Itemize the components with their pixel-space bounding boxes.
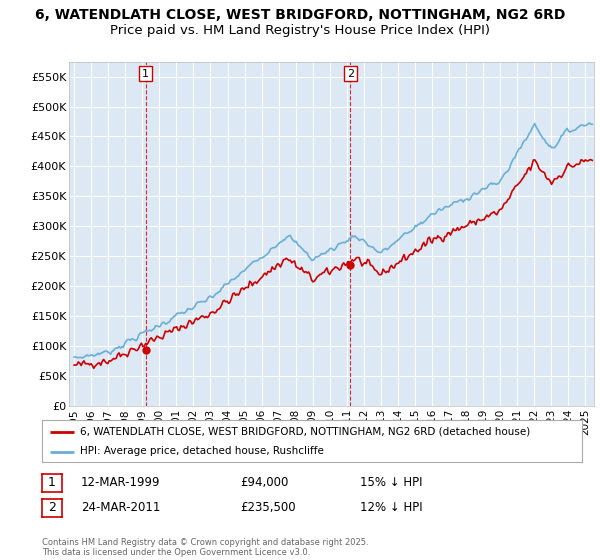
- Text: 6, WATENDLATH CLOSE, WEST BRIDGFORD, NOTTINGHAM, NG2 6RD (detached house): 6, WATENDLATH CLOSE, WEST BRIDGFORD, NOT…: [80, 427, 530, 437]
- Text: 2: 2: [347, 69, 354, 78]
- Text: Price paid vs. HM Land Registry's House Price Index (HPI): Price paid vs. HM Land Registry's House …: [110, 24, 490, 36]
- Text: £235,500: £235,500: [240, 501, 296, 515]
- Text: Contains HM Land Registry data © Crown copyright and database right 2025.
This d: Contains HM Land Registry data © Crown c…: [42, 538, 368, 557]
- Text: 2: 2: [48, 501, 56, 515]
- Text: 1: 1: [48, 476, 56, 489]
- Text: HPI: Average price, detached house, Rushcliffe: HPI: Average price, detached house, Rush…: [80, 446, 323, 456]
- Text: 24-MAR-2011: 24-MAR-2011: [81, 501, 160, 515]
- Text: 15% ↓ HPI: 15% ↓ HPI: [360, 476, 422, 489]
- Text: 6, WATENDLATH CLOSE, WEST BRIDGFORD, NOTTINGHAM, NG2 6RD: 6, WATENDLATH CLOSE, WEST BRIDGFORD, NOT…: [35, 8, 565, 22]
- Text: 12-MAR-1999: 12-MAR-1999: [81, 476, 161, 489]
- Text: 12% ↓ HPI: 12% ↓ HPI: [360, 501, 422, 515]
- Text: 1: 1: [142, 69, 149, 78]
- Text: £94,000: £94,000: [240, 476, 289, 489]
